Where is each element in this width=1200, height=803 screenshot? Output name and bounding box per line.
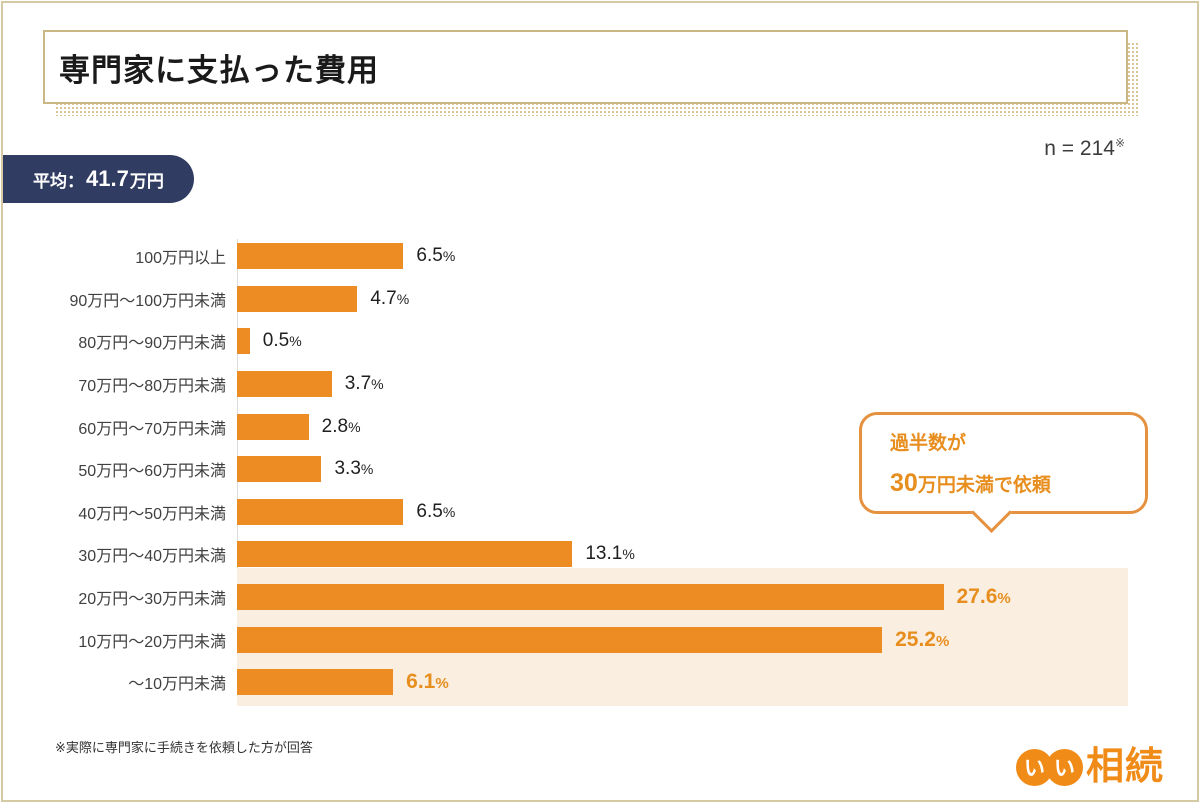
- value-label: 0.5%: [262, 330, 302, 352]
- callout-line2-rest: 万円未満で依頼: [917, 474, 1051, 496]
- bar-area: 0.5%: [237, 328, 1128, 355]
- chart-row: 60万円〜70万円未満 2.8%: [0, 405, 1128, 448]
- chart-row: 80万円〜90万円未満 0.5%: [0, 320, 1128, 363]
- bar: [237, 456, 322, 483]
- chart-row: 〜10万円未満 6.1%: [0, 661, 1128, 704]
- chart-row: 50万円〜60万円未満 3.3%: [0, 448, 1128, 491]
- bar-area: 2.8%: [237, 413, 1128, 440]
- sample-size: n = 214※: [1044, 136, 1125, 161]
- bar: [237, 626, 883, 653]
- category-label: 20万円〜30万円未満: [78, 591, 226, 609]
- brand-logo: い い 相続: [1015, 746, 1164, 788]
- logo-text: 相続: [1085, 746, 1164, 788]
- footnote: ※実際に専門家に手続きを依頼した方が回答: [55, 740, 313, 755]
- chart-row: 70万円〜80万円未満 3.7%: [0, 363, 1128, 406]
- chart-row: 20万円〜30万円未満 27.6%: [0, 576, 1128, 619]
- bar: [237, 285, 358, 312]
- bar-area: 3.3%: [237, 456, 1128, 483]
- category-label: 60万円〜70万円未満: [78, 420, 226, 438]
- category-label: 50万円〜60万円未満: [78, 463, 226, 481]
- value-label: 4.7%: [370, 287, 410, 309]
- chart-row: 100万円以上 6.5%: [0, 235, 1128, 278]
- category-label: 70万円〜80万円未満: [78, 378, 226, 396]
- value-label: 6.5%: [416, 245, 456, 267]
- chart-row: 10万円〜20万円未満 25.2%: [0, 618, 1128, 661]
- bar-area: 13.1%: [237, 541, 1128, 568]
- bar: [237, 328, 250, 355]
- callout-emphasized-number: 30: [890, 468, 918, 497]
- average-unit: 万円: [129, 171, 164, 191]
- callout-line1: 過半数が: [890, 433, 967, 455]
- value-label: 27.6%: [956, 585, 1011, 609]
- average-value: 41.7: [86, 166, 129, 191]
- category-label: 〜10万円未満: [128, 676, 226, 694]
- bar: [237, 541, 573, 568]
- callout-line2: 30万円未満で依頼: [890, 469, 1145, 498]
- bar-area: 6.1%: [237, 669, 1128, 696]
- logo-circle-icon: い: [1045, 748, 1083, 786]
- bar: [237, 669, 394, 696]
- page-title: 専門家に支払った費用: [59, 52, 379, 88]
- bar: [237, 371, 332, 398]
- value-label: 2.8%: [321, 415, 361, 437]
- bar-chart: 100万円以上 6.5% 90万円〜100万円未満 4.7% 80万円〜90万円未満 0.…: [0, 235, 1128, 706]
- chart-row: 40万円〜50万円未満 6.5%: [0, 491, 1128, 534]
- value-label: 3.3%: [334, 458, 374, 480]
- bar-area: 4.7%: [237, 285, 1128, 312]
- bar: [237, 584, 944, 611]
- value-label: 6.1%: [406, 670, 449, 694]
- chart-row: 90万円〜100万円未満 4.7%: [0, 278, 1128, 321]
- value-label: 3.7%: [344, 373, 384, 395]
- category-label: 100万円以上: [135, 250, 226, 268]
- bar: [237, 498, 404, 525]
- axis-line: [237, 239, 238, 568]
- category-label: 90万円〜100万円未満: [69, 292, 227, 310]
- category-label: 80万円〜90万円未満: [78, 335, 226, 353]
- value-label: 6.5%: [416, 500, 456, 522]
- title-box: 専門家に支払った費用: [43, 30, 1128, 104]
- chart-row: 30万円〜40万円未満 13.1%: [0, 533, 1128, 576]
- sample-size-text: n = 214: [1044, 137, 1115, 160]
- value-label: 25.2%: [895, 627, 950, 651]
- bar-area: 3.7%: [237, 371, 1128, 398]
- category-label: 30万円〜40万円未満: [78, 548, 226, 566]
- bar-area: 25.2%: [237, 626, 1128, 653]
- sample-size-asterisk: ※: [1114, 136, 1125, 150]
- bar-area: 27.6%: [237, 584, 1128, 611]
- bar: [237, 243, 404, 270]
- average-badge: 平均： 41.7 万円: [3, 155, 194, 203]
- bar: [237, 413, 309, 440]
- category-label: 40万円〜50万円未満: [78, 505, 226, 523]
- value-label: 13.1%: [585, 543, 635, 565]
- logo-circle-icon: い: [1015, 748, 1053, 786]
- bar-area: 6.5%: [237, 498, 1128, 525]
- category-label: 10万円〜20万円未満: [78, 633, 226, 651]
- average-label: 平均：: [33, 171, 84, 191]
- bar-area: 6.5%: [237, 243, 1128, 270]
- callout-bubble: 過半数が 30万円未満で依頼: [859, 412, 1148, 534]
